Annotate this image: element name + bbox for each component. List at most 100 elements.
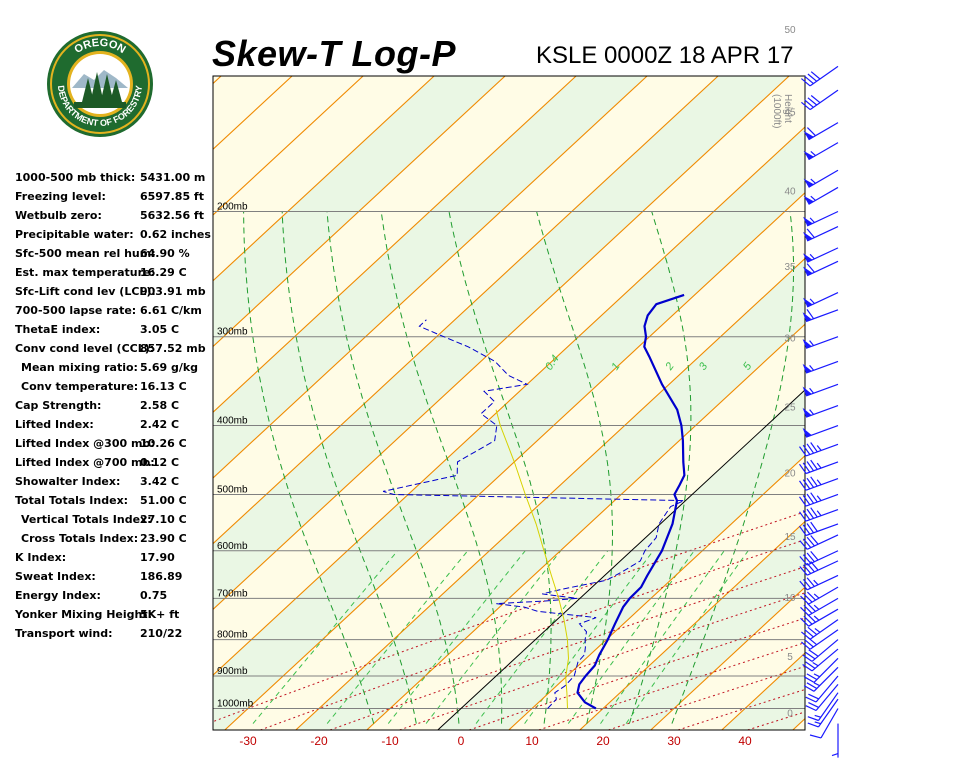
wind-barb [799, 521, 839, 537]
wind-barb-flag [810, 521, 818, 532]
stat-row: Vertical Totals Index: 27.10 C [15, 510, 215, 529]
wind-barb-flag [800, 595, 810, 605]
stat-value: 5632.56 ft [140, 209, 204, 222]
moist-adiabat-line [671, 211, 794, 724]
wind-barb-staff [806, 560, 839, 576]
stat-row: Conv temperature: 16.13 C [15, 377, 215, 396]
wind-barb [800, 586, 839, 605]
stat-value: 2.42 C [140, 418, 180, 431]
dry-adiabat-line [817, 82, 960, 730]
temperature-tick-label: -20 [310, 734, 328, 748]
wind-barb-flag [803, 593, 813, 603]
wind-barb-half-flag [831, 753, 839, 757]
wind-barb-flag [802, 579, 812, 589]
isobar-label: 300mb [217, 327, 248, 338]
height-tick-label: 35 [784, 262, 796, 273]
wind-barb-flag [806, 577, 815, 587]
wind-barb [803, 260, 839, 277]
isobar-label: 400mb [217, 416, 248, 427]
wind-barb-half-flag [813, 673, 820, 678]
wind-barb [803, 226, 839, 242]
wind-barb-half-flag [816, 479, 822, 486]
moist-adiabat-line [628, 211, 692, 724]
logo-top-text: OREGON [72, 37, 127, 56]
wind-barb [799, 574, 839, 591]
wind-barb-flag [803, 604, 813, 614]
wind-barb-half-flag [814, 721, 821, 725]
stat-value: 5.69 g/kg [140, 361, 199, 374]
wind-barb-pennant [803, 195, 814, 205]
stat-row: Lifted Index: 2.42 C [15, 415, 215, 434]
wind-barb-half-flag [816, 462, 822, 469]
stat-row: Yonker Mixing Height: 5K+ ft [15, 605, 215, 624]
wind-barb-half-flag [813, 604, 820, 610]
wind-barb-flag [808, 649, 819, 657]
wind-barb-flag [806, 477, 815, 488]
isobar-label: 700mb [217, 588, 248, 599]
stat-label: Lifted Index @700 mb: [15, 456, 155, 469]
wind-barb [802, 336, 839, 349]
height-tick-label: 5 [787, 652, 793, 663]
sounding-indices-panel: 1000-500 mb thick: 5431.00 m Freezing leve… [15, 168, 215, 643]
wind-barb-flag [810, 535, 819, 545]
wind-barb [802, 648, 839, 672]
wind-barb-flag [806, 523, 815, 534]
wind-barb-pennant [803, 297, 813, 307]
wind-barb-half-flag [809, 387, 815, 394]
height-tick-label: 0 [787, 709, 793, 720]
wind-barb-staff [815, 675, 839, 703]
wind-barb [799, 534, 839, 550]
stat-label: K Index: [15, 551, 67, 564]
svg-text:OREGON: OREGON [72, 37, 127, 56]
mixing-ratio-line [475, 550, 609, 724]
wind-barb-staff [805, 508, 839, 522]
wind-barb-half-flag [813, 682, 820, 687]
isotherm-line [650, 586, 805, 730]
wind-barb-flag [807, 97, 818, 106]
wind-barb-flag [810, 95, 821, 104]
wind-barb-half-flag [809, 409, 815, 415]
wind-barb-flag [805, 696, 817, 703]
wind-barb-flag [806, 508, 815, 519]
wind-barb-flag [805, 651, 816, 660]
wind-barb-flag [799, 463, 807, 474]
wind-barb-half-flag [809, 340, 815, 346]
wind-barb-flag [807, 626, 818, 636]
stat-label: Est. max temperature: [15, 266, 155, 279]
wind-barb-flag [799, 580, 808, 591]
stat-row: Energy Index: 0.75 [15, 586, 215, 605]
height-tick-label: 25 [784, 402, 796, 413]
moist-adiabat-line [243, 211, 375, 724]
wind-barb-flag [806, 682, 818, 690]
isotherm-line [213, 76, 364, 216]
stat-label: Lifted Index: [15, 418, 94, 431]
isotherm-line [213, 76, 790, 611]
wind-barb-flag [810, 442, 818, 453]
wind-barb-pennant [803, 216, 813, 226]
mixing-ratio-line [524, 550, 654, 724]
isotherm-line [224, 192, 805, 730]
stat-label: ThetaE index: [15, 323, 101, 336]
wind-barb-flag [808, 702, 819, 708]
wind-barb-flag [802, 462, 811, 473]
wind-barb [805, 675, 839, 703]
wind-barb-staff [808, 597, 839, 616]
wind-barb-flag [802, 524, 811, 535]
wind-barb-staff [808, 586, 839, 605]
wind-barb-flag [806, 552, 815, 563]
wind-barb-half-flag [810, 150, 816, 157]
wind-barb-half-flag [813, 579, 819, 586]
wind-barb-staff [811, 639, 839, 662]
wind-barb [802, 639, 839, 662]
wind-barb [801, 89, 839, 111]
wind-barb-pennant [803, 150, 814, 160]
isotherm-line [508, 454, 805, 730]
wind-barb-staff [805, 523, 839, 537]
isotherm-line [213, 126, 805, 676]
wind-barb-flag [810, 459, 818, 470]
wind-barb [803, 122, 839, 141]
wind-barb-staff [806, 574, 839, 591]
stat-label: Energy Index: [15, 589, 101, 602]
wind-barb-half-flag [809, 298, 815, 304]
wind-barb-staff [815, 684, 839, 711]
